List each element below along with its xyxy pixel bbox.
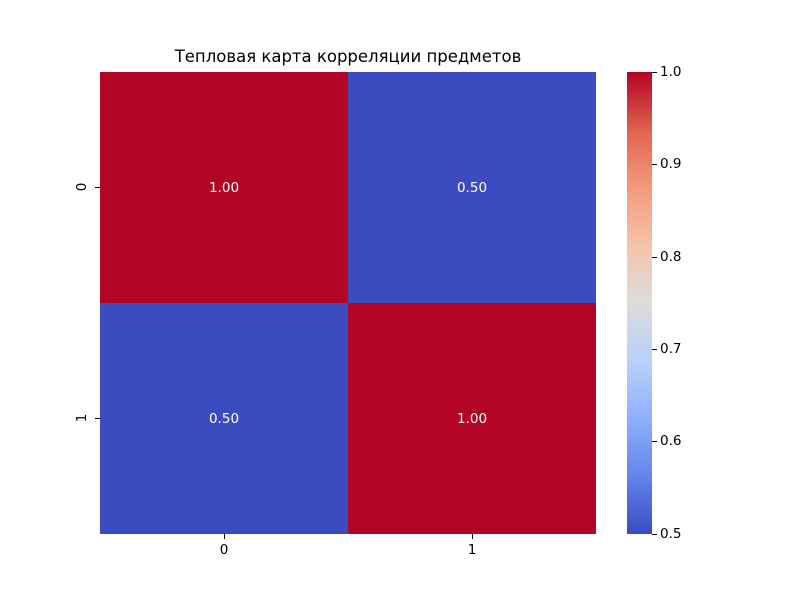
colorbar-tick bbox=[652, 164, 657, 165]
heatmap-cell-0-1: 0.50 bbox=[348, 72, 596, 303]
y-tick-1 bbox=[95, 418, 100, 419]
colorbar-tick bbox=[652, 257, 657, 258]
y-tick-0 bbox=[95, 187, 100, 188]
heatmap-cell-0-0: 1.00 bbox=[100, 72, 348, 303]
x-tick-label-1: 1 bbox=[467, 542, 477, 558]
heatmap-cell-1-1: 1.00 bbox=[348, 303, 596, 534]
chart-title: Тепловая карта корреляции предметов bbox=[174, 47, 522, 66]
colorbar-tick bbox=[652, 72, 657, 73]
colorbar-label: 0.9 bbox=[660, 156, 682, 172]
y-tick-label-0: 0 bbox=[74, 182, 90, 192]
x-tick-1 bbox=[472, 534, 473, 539]
colorbar-label: 0.7 bbox=[660, 341, 682, 357]
colorbar-label: 0.8 bbox=[660, 249, 682, 265]
x-tick-label-0: 0 bbox=[219, 542, 229, 558]
heatmap-grid: 1.00 0.50 0.50 1.00 bbox=[100, 72, 596, 534]
colorbar-label: 0.6 bbox=[660, 433, 682, 449]
heatmap-cell-1-0: 0.50 bbox=[100, 303, 348, 534]
colorbar-tick bbox=[652, 534, 657, 535]
x-tick-0 bbox=[224, 534, 225, 539]
colorbar-tick bbox=[652, 441, 657, 442]
colorbar-label: 1.0 bbox=[660, 64, 682, 80]
y-tick-label-1: 1 bbox=[74, 413, 90, 423]
colorbar bbox=[627, 72, 652, 534]
colorbar-label: 0.5 bbox=[660, 526, 682, 542]
colorbar-tick bbox=[652, 349, 657, 350]
